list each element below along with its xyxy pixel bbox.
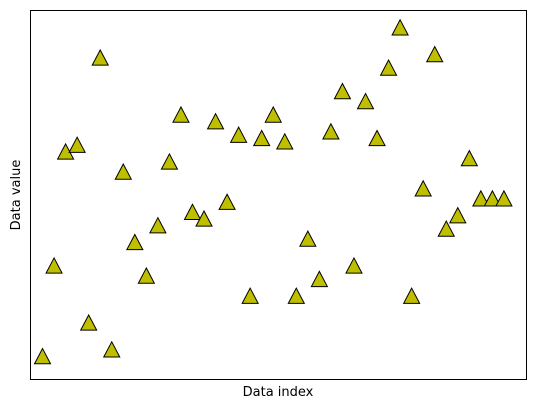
x-axis-label: Data index: [243, 385, 314, 400]
data-point: [218, 193, 236, 210]
data-point: [322, 122, 340, 140]
data-point: [495, 189, 513, 207]
data-point: [125, 233, 144, 251]
data-point: [264, 105, 283, 123]
data-point: [356, 92, 375, 110]
data-point: [333, 82, 352, 100]
data-point: [149, 216, 167, 234]
data-point: [206, 112, 225, 130]
data-point: [114, 162, 133, 180]
data-point: [160, 152, 179, 170]
data-point: [379, 58, 398, 76]
data-point: [45, 256, 63, 274]
data-point: [195, 209, 213, 227]
plot-area: [30, 10, 527, 380]
data-point: [402, 287, 421, 304]
data-point: [472, 189, 490, 207]
data-point: [68, 136, 86, 153]
data-point: [183, 203, 202, 220]
data-point: [172, 105, 190, 123]
markers-layer: [33, 18, 513, 365]
data-point: [252, 129, 271, 147]
data-point: [229, 126, 248, 143]
data-point: [437, 219, 456, 237]
data-point: [102, 340, 121, 358]
data-point: [79, 313, 98, 331]
data-point: [368, 129, 386, 147]
data-point: [137, 266, 156, 284]
data-point: [483, 189, 502, 207]
data-point: [448, 206, 467, 224]
data-point: [299, 230, 317, 247]
data-point: [391, 18, 409, 36]
y-axis-label: Data value: [9, 160, 24, 231]
data-point: [414, 179, 433, 197]
data-point: [275, 132, 294, 150]
data-point: [345, 256, 363, 274]
data-point: [425, 45, 444, 63]
data-point: [460, 149, 479, 167]
data-point: [310, 270, 329, 288]
data-point: [287, 287, 306, 304]
data-point: [241, 287, 259, 304]
data-point: [91, 48, 110, 66]
data-point: [33, 347, 52, 365]
